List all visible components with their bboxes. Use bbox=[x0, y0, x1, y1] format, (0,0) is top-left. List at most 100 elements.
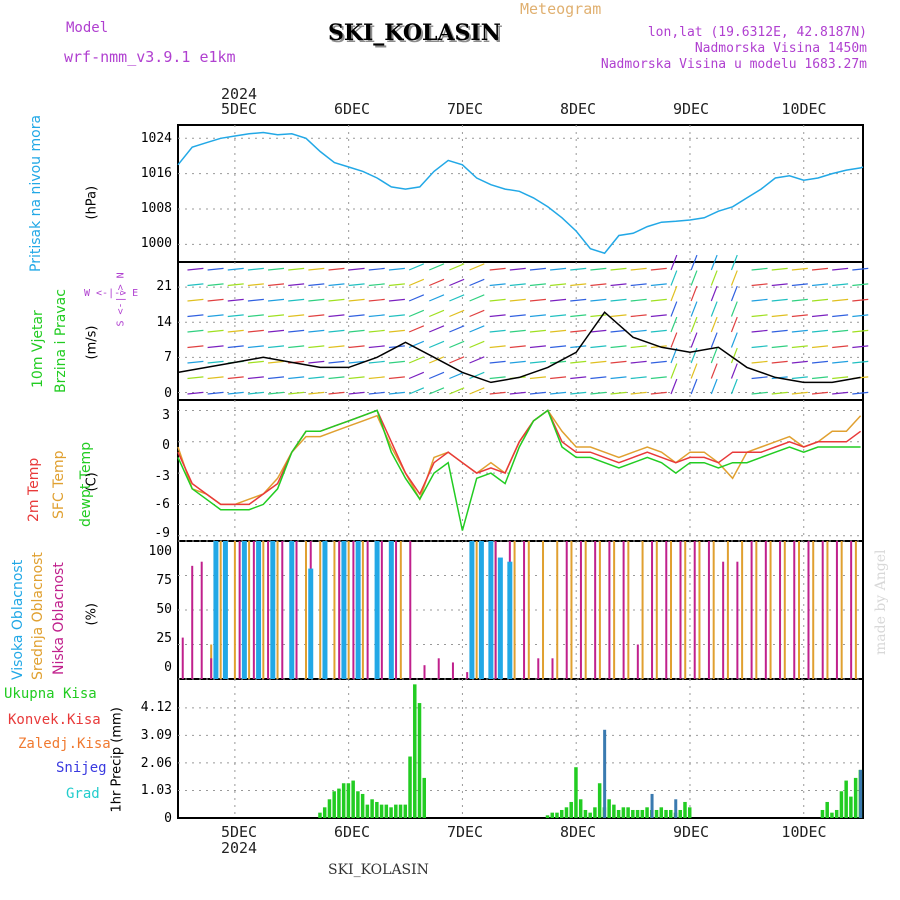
wind-barb bbox=[348, 360, 365, 364]
wind-barb bbox=[348, 376, 365, 380]
low-cloud-bar bbox=[622, 541, 625, 679]
wind-barb bbox=[529, 298, 546, 302]
mid-cloud-bar bbox=[570, 541, 573, 679]
elevation: Nadmorska Visina 1450m bbox=[694, 41, 867, 56]
wind-barb bbox=[630, 329, 647, 333]
day-label-top-4: 8DEC bbox=[560, 100, 596, 118]
low-cloud-bar bbox=[651, 541, 654, 679]
low-cloud-bar bbox=[821, 541, 824, 679]
wind-barb bbox=[227, 298, 244, 302]
low-cloud-bar bbox=[437, 658, 440, 679]
wind-barb bbox=[730, 301, 738, 317]
wind-barb bbox=[408, 356, 425, 364]
wind-barb bbox=[529, 391, 546, 395]
pressure-line bbox=[177, 131, 864, 255]
wind-barb bbox=[730, 332, 738, 348]
wind-barb bbox=[751, 376, 768, 380]
day-label-bottom-3: 7DEC bbox=[447, 823, 483, 841]
wind-barb bbox=[368, 314, 385, 318]
wind-barb bbox=[670, 270, 678, 286]
low-cloud-bar bbox=[764, 541, 767, 679]
wind-barb bbox=[489, 267, 506, 271]
precip-total-bar bbox=[607, 799, 611, 818]
wind-barb bbox=[630, 360, 647, 364]
wind-barb bbox=[650, 267, 667, 271]
precip-total-bar bbox=[583, 809, 588, 818]
wind-barb bbox=[207, 360, 224, 364]
mid-cloud-bar bbox=[304, 541, 307, 679]
wind-barb bbox=[509, 360, 526, 364]
model-label: Model bbox=[66, 20, 109, 36]
precip-total-bar bbox=[654, 809, 659, 818]
mid-cloud-bar bbox=[613, 541, 616, 679]
wind-barb bbox=[590, 376, 607, 380]
wind-barb bbox=[268, 391, 285, 395]
wind-barb bbox=[368, 360, 385, 364]
wind-barb bbox=[610, 267, 627, 271]
wind-barb bbox=[610, 329, 627, 333]
wind-barb bbox=[590, 298, 607, 302]
wind-barb bbox=[328, 267, 345, 271]
wind-barb bbox=[751, 360, 768, 364]
wind-barb bbox=[187, 267, 204, 271]
wind-barb bbox=[247, 376, 264, 380]
wind-barb bbox=[751, 283, 768, 287]
precip-total-bar bbox=[574, 767, 578, 818]
high-cloud-bar bbox=[469, 541, 475, 679]
wind-barb bbox=[509, 283, 526, 287]
wind-barb bbox=[791, 314, 808, 318]
cloud-tick-0: 0 bbox=[164, 660, 172, 675]
wind-barb bbox=[469, 387, 485, 395]
low-cloud-bar bbox=[565, 541, 568, 679]
wind-barb bbox=[670, 316, 678, 333]
wind-barb bbox=[388, 376, 405, 380]
wind-barb bbox=[288, 283, 305, 287]
wind-barb bbox=[811, 267, 829, 271]
wind-barb bbox=[429, 325, 445, 333]
mid-cloud-bar bbox=[598, 541, 601, 679]
wind-barb bbox=[570, 376, 587, 380]
high-cloud-bar bbox=[388, 541, 394, 679]
precip-legend-total: Ukupna Kisa bbox=[4, 686, 97, 702]
wind-barb bbox=[408, 278, 425, 287]
day-label-top-6: 10DEC bbox=[781, 100, 826, 118]
wind-barb bbox=[469, 356, 485, 364]
low-cloud-bar bbox=[267, 541, 270, 679]
wind-barb bbox=[247, 283, 264, 287]
wind-barb bbox=[449, 356, 465, 364]
wind-barb bbox=[630, 267, 647, 271]
mid-cloud-bar bbox=[233, 541, 236, 679]
wind-barb bbox=[187, 298, 204, 302]
wind-barb bbox=[771, 391, 788, 395]
wind-barb bbox=[650, 314, 667, 318]
wind-barb bbox=[751, 329, 768, 333]
wind-barb bbox=[630, 298, 647, 302]
wind-barb bbox=[529, 314, 546, 318]
wind-barb bbox=[590, 283, 607, 287]
wind-barb bbox=[469, 340, 485, 349]
wind-barb bbox=[388, 283, 405, 287]
temp-tick-minus9: -9 bbox=[154, 526, 170, 541]
wind-barb bbox=[690, 378, 698, 395]
wind-barb bbox=[187, 314, 204, 318]
high-cloud-bar bbox=[507, 561, 513, 679]
wind-barb bbox=[771, 314, 788, 318]
wind-barb bbox=[368, 298, 385, 302]
wind-barb bbox=[771, 267, 788, 271]
wind-barb bbox=[348, 298, 365, 302]
wind-barb bbox=[690, 285, 698, 302]
wind-barb bbox=[670, 378, 678, 395]
wind-barb bbox=[247, 360, 264, 364]
precip-total-bar bbox=[621, 807, 626, 818]
wind-barb bbox=[791, 345, 808, 349]
low-cloud-bar bbox=[466, 672, 469, 679]
wind-barb bbox=[529, 360, 546, 364]
wind-barb bbox=[187, 345, 204, 349]
precip-total-bar bbox=[337, 788, 341, 818]
high-cloud-bar bbox=[308, 568, 314, 679]
wind-barb bbox=[650, 298, 667, 302]
wind-barb bbox=[570, 298, 587, 302]
wind-barb bbox=[630, 391, 647, 395]
day-label-bottom-4: 8DEC bbox=[560, 823, 596, 841]
mid-cloud-bar bbox=[527, 541, 530, 679]
